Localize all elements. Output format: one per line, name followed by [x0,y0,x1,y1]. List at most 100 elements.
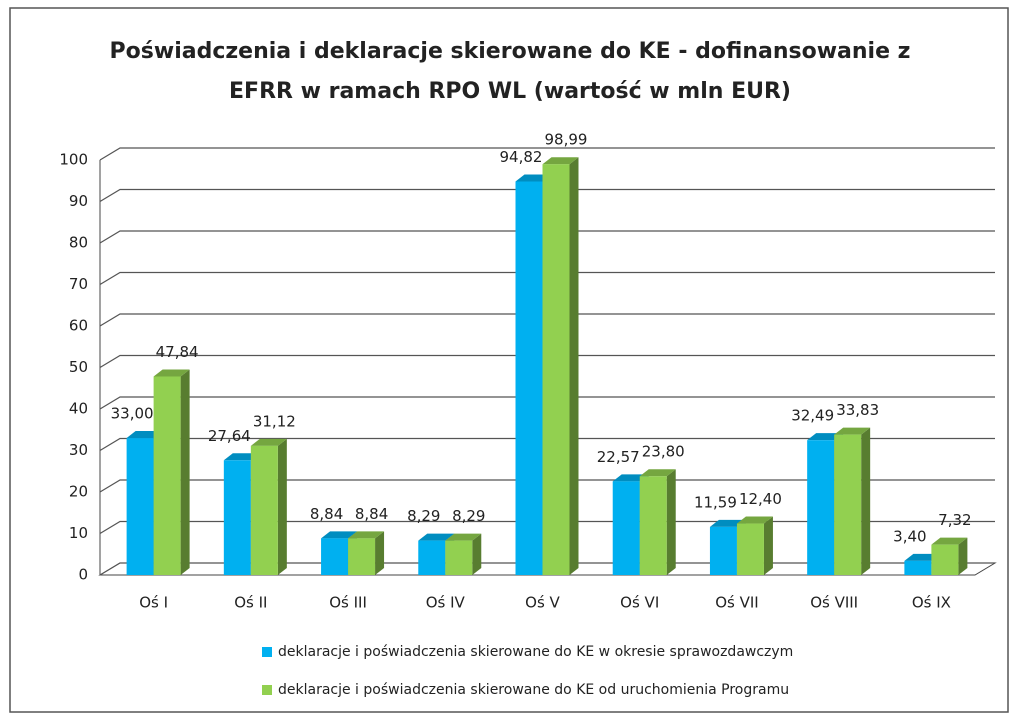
grid-line [99,147,995,161]
bar-front [445,540,473,575]
bar-top [834,427,871,435]
bar [542,157,579,575]
value-label: 8,84 [355,505,388,523]
bar-side [277,438,287,575]
bar-front [223,460,251,575]
bar-top [348,531,385,539]
bar-side [375,531,385,575]
legend-swatch [262,685,272,695]
bar-front [904,560,932,575]
bar-side [180,369,190,575]
bar-front [612,481,640,575]
value-label: 7,32 [938,511,971,529]
y-tick-label: 100 [59,151,88,169]
grid-line [99,396,995,410]
bar [834,427,871,575]
bar [639,469,676,575]
bar-front [736,523,764,575]
x-tick-label: Oś II [234,594,267,612]
bar-side [763,516,773,575]
grid-line [99,562,995,576]
chart-title: EFRR w ramach RPO WL (wartość w mln EUR) [229,79,791,104]
x-tick-label: Oś V [525,594,560,612]
grid-line [99,354,995,369]
value-label: 31,12 [253,412,296,430]
bar-side [958,537,968,575]
y-tick-label: 30 [69,441,88,459]
value-label: 94,82 [500,148,543,166]
bar-top [418,533,455,541]
x-tick-label: Oś VIII [810,594,858,612]
bar [736,516,773,575]
y-tick-label: 90 [69,192,88,210]
bar-side [861,427,871,575]
bar-front [348,538,376,575]
chart-title: Poświadczenia i deklaracje skierowane do… [110,39,911,64]
bar [931,537,968,575]
value-label: 12,40 [739,490,782,508]
grid-line [99,230,995,244]
chart-border [9,7,1009,713]
bar-front [250,445,278,575]
bar-side [472,533,482,575]
legend-label: deklaracje i poświadczenia skierowane do… [278,682,789,698]
x-tick-label: Oś III [329,594,367,612]
y-tick-label: 20 [69,483,88,501]
bar-top [639,469,676,477]
bar-top [153,369,190,377]
grid-line [99,313,995,327]
y-tick-label: 60 [69,317,88,335]
value-label: 33,83 [836,401,879,419]
grid-line [99,271,995,286]
grid-line [99,479,995,493]
bar [153,369,190,575]
bar-front [807,440,835,575]
bar-top [542,157,579,165]
value-label: 32,49 [791,407,834,425]
bar [445,533,482,575]
bar [348,531,385,575]
y-tick-label: 40 [69,400,88,418]
y-tick-label: 50 [69,358,88,376]
value-label: 3,40 [893,527,926,545]
y-tick-label: 0 [78,566,88,584]
bar [250,438,287,575]
value-label: 11,59 [694,493,737,511]
bar-front [153,376,181,575]
value-label: 33,00 [111,405,154,423]
bar-front [126,438,154,575]
x-tick-label: Oś IV [426,594,466,612]
x-tick-label: Oś IX [912,594,951,612]
value-label: 8,29 [407,507,440,525]
value-label: 27,64 [208,427,251,445]
value-label: 22,57 [597,448,640,466]
bar-front [515,181,543,575]
bar-top [445,533,482,541]
bar-front [709,526,737,575]
bar-side [666,469,676,575]
grid-line [99,437,995,452]
value-label: 98,99 [545,131,588,149]
bar-front [321,538,349,575]
bar-front [418,540,446,575]
bar-front [834,434,862,575]
x-tick-label: Oś VI [620,594,659,612]
legend-label: deklaracje i poświadczenia skierowane do… [278,644,793,660]
y-tick-label: 10 [69,524,88,542]
grid-line [99,520,995,535]
x-tick-label: Oś VII [715,594,759,612]
value-label: 8,84 [310,505,343,523]
bar-front [931,544,959,575]
legend-swatch [262,647,272,657]
x-tick-label: Oś I [139,594,168,612]
bar [807,433,844,575]
bar-top [736,516,773,524]
y-tick-label: 70 [69,275,88,293]
grid-line [99,188,995,203]
bar-side [569,157,579,575]
bar-front [639,476,667,575]
value-label: 23,80 [642,443,685,461]
bar-front [542,164,570,575]
value-label: 47,84 [156,343,199,361]
